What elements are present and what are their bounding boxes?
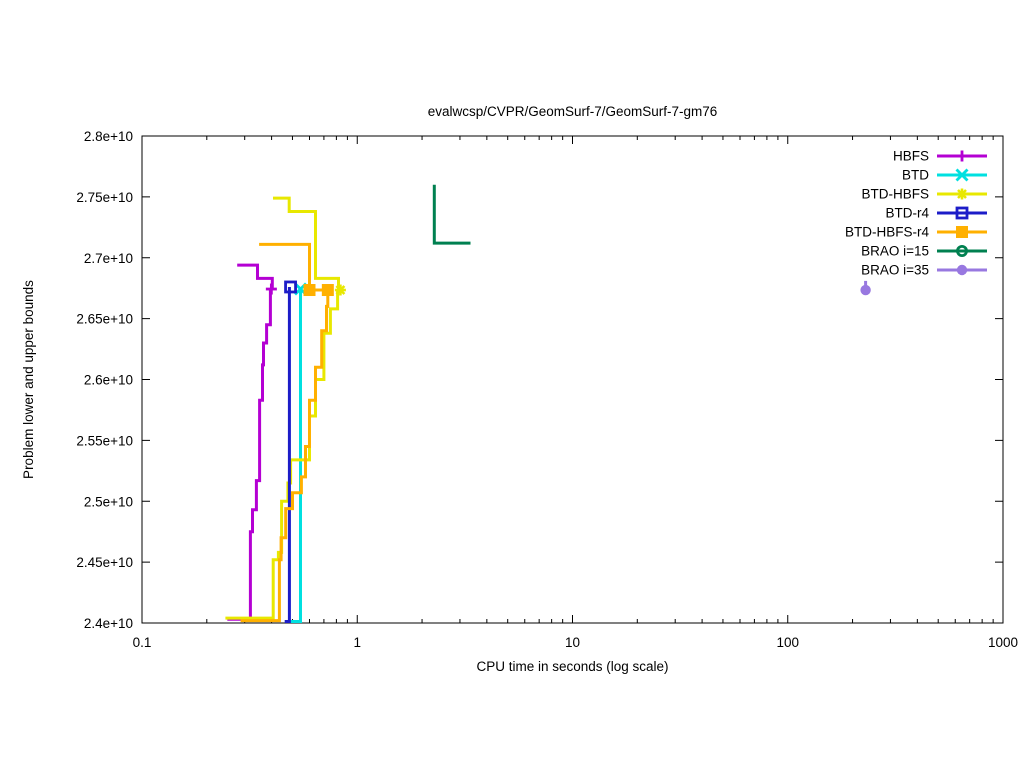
legend-sample-marker-btd-r4 [955, 206, 969, 220]
series-hbfs-path-1 [237, 263, 274, 289]
legend-label-btd-hbfs-r4: BTD-HBFS-r4 [845, 225, 929, 240]
y-tick-label: 2.75e+10 [76, 190, 133, 205]
series-btd-hbfs-r4-marker [321, 284, 334, 297]
x-tick-label: 10 [565, 635, 580, 650]
y-tick-label: 2.6e+10 [84, 373, 133, 388]
legend-label-btd: BTD [902, 168, 929, 183]
y-tick-label: 2.8e+10 [84, 129, 133, 144]
chart-title: evalwcsp/CVPR/GeomSurf-7/GeomSurf-7-gm76 [428, 104, 718, 119]
plot-border [141, 135, 1004, 624]
series-btd-path-0 [290, 289, 302, 623]
y-tick-label: 2.4e+10 [84, 616, 133, 631]
x-tick-label: 1 [353, 635, 361, 650]
y-tick-label: 2.5e+10 [84, 494, 133, 509]
legend-label-btd-hbfs: BTD-HBFS [862, 187, 930, 202]
series-btd-hbfs-r4-marker [303, 284, 316, 297]
series-btd-hbfs-r4-path-1 [259, 242, 328, 292]
series-btd-r4-marker [284, 280, 297, 294]
legend-sample-marker-btd-hbfs [957, 189, 967, 199]
x-tick-label: 0.1 [133, 635, 152, 650]
series-btd-hbfs-path-1 [273, 196, 340, 290]
x-tick-label: 100 [776, 635, 799, 650]
legend-sample-marker-brao-i-15 [956, 244, 969, 257]
legend-label-btd-r4: BTD-r4 [886, 206, 930, 221]
y-axis-label: Problem lower and upper bounds [21, 280, 36, 479]
series-btd-hbfs-marker [335, 285, 346, 295]
x-axis-label: CPU time in seconds (log scale) [476, 659, 668, 674]
legend-sample-marker-btd-hbfs-r4 [956, 226, 968, 238]
legend-label-hbfs: HBFS [893, 149, 929, 164]
x-tick-label: 1000 [988, 635, 1018, 650]
series-brao-i-35-marker [860, 284, 871, 296]
y-tick-label: 2.45e+10 [76, 555, 133, 570]
legend-label-brao-i-35: BRAO i=35 [861, 263, 929, 278]
legend-sample-marker-btd [955, 168, 969, 182]
y-tick-label: 2.65e+10 [76, 312, 133, 327]
series-brao-i-15-path-0 [432, 184, 471, 245]
y-tick-label: 2.7e+10 [84, 251, 133, 266]
series-btd-r4-path-0 [284, 287, 291, 623]
legend-sample-marker-brao-i-35 [956, 264, 968, 276]
y-tick-label: 2.55e+10 [76, 433, 133, 448]
series-hbfs-path-0 [227, 289, 272, 621]
legend-label-brao-i-15: BRAO i=15 [861, 244, 929, 259]
series-btd-hbfs-r4-path-0 [240, 290, 330, 623]
